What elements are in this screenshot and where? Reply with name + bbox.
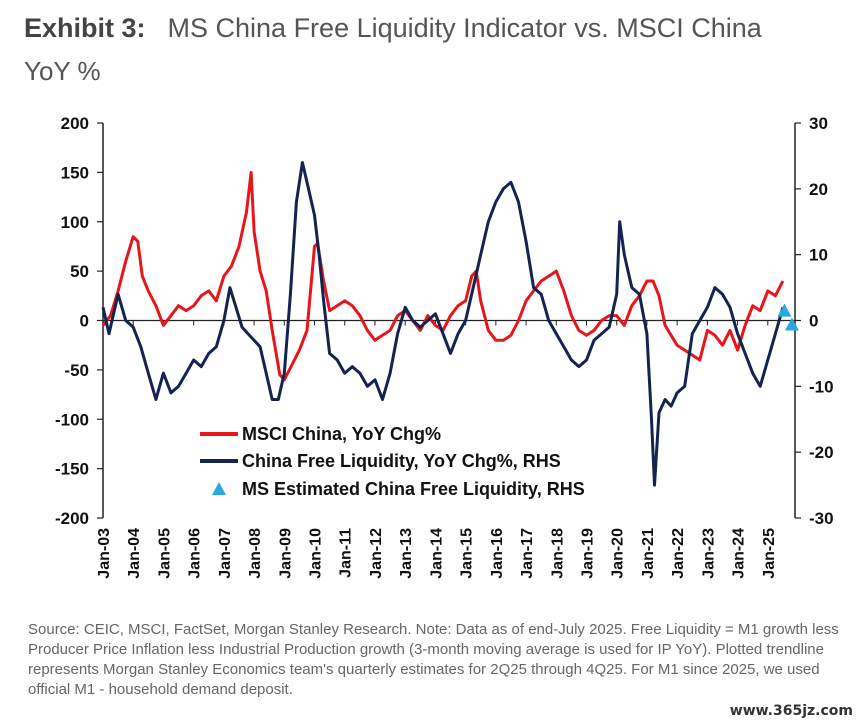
source-note: Source: CEIC, MSCI, FactSet, Morgan Stan…	[28, 621, 839, 698]
x-tick-label: Jan-18	[549, 528, 566, 579]
free-liquidity-line	[101, 161, 785, 487]
y-right-tick-label: 30	[809, 114, 828, 133]
x-tick-label: Jan-24	[731, 528, 748, 579]
chart-title: Exhibit 3: MS China Free Liquidity Indica…	[24, 8, 854, 48]
legend-swatch-estimate	[212, 482, 226, 495]
x-tick-label: Jan-25	[761, 528, 778, 579]
y-right-tick-label: 10	[809, 246, 828, 265]
chart-subtitle: YoY %	[24, 56, 101, 86]
x-tick-label: Jan-19	[579, 528, 596, 579]
y-left-tick-label: -100	[55, 410, 89, 429]
x-tick-label: Jan-22	[670, 528, 687, 579]
y-right-tick-label: -30	[809, 509, 834, 528]
y-right-tick-label: -20	[809, 443, 834, 462]
chart-svg: 200150100500-50-100-150-2003020100-10-20…	[55, 114, 834, 579]
x-tick-label: Jan-14	[428, 528, 445, 579]
x-tick-label: Jan-09	[277, 528, 294, 579]
x-tick-label: Jan-13	[398, 528, 415, 579]
x-tick-label: Jan-16	[489, 528, 506, 579]
x-tick-label: Jan-20	[610, 528, 627, 579]
x-tick-label: Jan-10	[308, 528, 325, 579]
y-left-tick-label: 50	[70, 262, 89, 281]
y-left-tick-label: -150	[55, 460, 89, 479]
x-tick-label: Jan-05	[156, 528, 173, 579]
msci-china-line	[101, 170, 785, 382]
legend-label: MS Estimated China Free Liquidity, RHS	[242, 479, 585, 499]
legend-label: MSCI China, YoY Chg%	[242, 424, 441, 444]
y-right-tick-label: -10	[809, 377, 834, 396]
x-tick-label: Jan-04	[126, 528, 143, 579]
title-text: MS China Free Liquidity Indicator vs. MS…	[167, 13, 762, 43]
x-tick-label: Jan-12	[368, 528, 385, 579]
y-left-tick-label: 100	[61, 213, 89, 232]
y-left-tick-label: 150	[61, 163, 89, 182]
exhibit-label: Exhibit 3:	[24, 13, 146, 43]
x-tick-label: Jan-07	[217, 528, 234, 579]
x-tick-label: Jan-08	[247, 528, 264, 579]
x-tick-label: Jan-23	[700, 528, 717, 579]
x-tick-label: Jan-11	[338, 528, 355, 578]
y-right-tick-label: 20	[809, 180, 828, 199]
watermark: www.365jz.com	[729, 703, 853, 719]
estimate-marker	[784, 317, 799, 331]
x-tick-label: Jan-06	[187, 528, 204, 579]
x-tick-label: Jan-03	[96, 528, 113, 579]
y-left-tick-label: 0	[80, 312, 89, 331]
y-left-tick-label: 200	[61, 114, 89, 133]
x-tick-label: Jan-15	[459, 528, 476, 579]
x-tick-label: Jan-21	[640, 528, 657, 579]
legend-label: China Free Liquidity, YoY Chg%, RHS	[242, 451, 561, 471]
x-tick-label: Jan-17	[519, 528, 536, 579]
y-right-tick-label: 0	[809, 312, 818, 331]
y-left-tick-label: -200	[55, 509, 89, 528]
y-left-tick-label: -50	[64, 361, 89, 380]
estimate-marker	[777, 303, 792, 317]
